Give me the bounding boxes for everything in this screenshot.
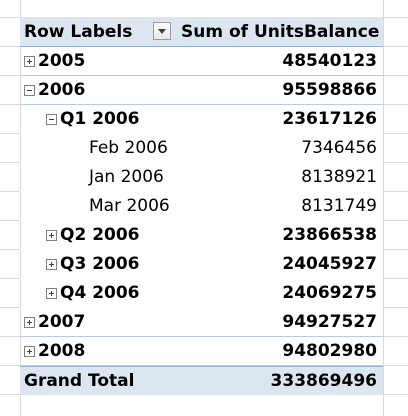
pivot-row[interactable]: 2007 94927527 [20, 308, 383, 337]
pivot-row-label: 2007 [24, 308, 85, 336]
collapse-icon[interactable] [24, 84, 35, 96]
collapse-icon[interactable] [46, 113, 57, 125]
pivot-row[interactable]: Jan 2006 8138921 [20, 163, 383, 192]
pivot-row-label: Q4 2006 [46, 279, 140, 307]
expand-icon[interactable] [24, 345, 35, 357]
pivot-row[interactable]: Mar 2006 8131749 [20, 192, 383, 221]
dropdown-arrow-icon [158, 28, 166, 34]
row-labels-filter-button[interactable] [153, 22, 171, 40]
pivot-row-text: 2005 [38, 51, 86, 71]
expand-icon[interactable] [46, 287, 57, 299]
pivot-row-value: 95598866 [282, 80, 377, 100]
column-gridline [383, 0, 384, 416]
pivot-row-label: Q2 2006 [46, 221, 140, 249]
pivot-row-label: 2005 [24, 47, 85, 75]
grand-total-label: Grand Total [24, 371, 135, 391]
pivot-row[interactable]: Q4 2006 24069275 [20, 279, 383, 308]
pivot-row-value: 23866538 [282, 225, 377, 245]
pivot-row-label: 2008 [24, 337, 85, 365]
pivot-row-value: 23617126 [282, 109, 377, 129]
expand-icon[interactable] [46, 258, 57, 270]
pivot-table: Row Labels Sum of UnitsBalance 2005 48540… [20, 17, 383, 396]
pivot-row-text: Mar 2006 [89, 196, 170, 216]
pivot-row-value: 7346456 [301, 138, 377, 158]
pivot-header-row: Row Labels Sum of UnitsBalance [20, 17, 383, 47]
pivot-row-text: 2006 [38, 80, 86, 100]
pivot-row-text: Q2 2006 [60, 225, 140, 245]
pivot-row-value: 94927527 [282, 312, 377, 332]
pivot-rows: 2005 48540123 2006 95598866 Q1 2006 23617126 F… [20, 47, 383, 366]
grand-total-row[interactable]: Grand Total 333869496 [20, 366, 383, 396]
expand-icon[interactable] [24, 316, 35, 328]
pivot-row-text: Jan 2006 [89, 167, 164, 187]
pivot-row-value: 94802980 [282, 341, 377, 361]
expand-icon[interactable] [46, 229, 57, 241]
pivot-row-label: 2006 [24, 76, 85, 104]
pivot-row-value: 48540123 [282, 51, 377, 71]
pivot-row-label: Q3 2006 [46, 250, 140, 278]
grand-total-value: 333869496 [270, 371, 377, 391]
pivot-row-text: Q3 2006 [60, 254, 140, 274]
pivot-row-value: 8138921 [301, 167, 377, 187]
sum-header[interactable]: Sum of UnitsBalance [181, 21, 380, 42]
pivot-row[interactable]: Q1 2006 23617126 [20, 105, 383, 134]
pivot-row-label: Q1 2006 [46, 105, 140, 133]
pivot-row-value: 24045927 [282, 254, 377, 274]
pivot-row[interactable]: Q2 2006 23866538 [20, 221, 383, 250]
pivot-row-label: Mar 2006 [89, 192, 170, 220]
pivot-row-text: 2007 [38, 312, 86, 332]
pivot-row[interactable]: 2006 95598866 [20, 76, 383, 105]
pivot-row-value: 8131749 [301, 196, 377, 216]
pivot-row-value: 24069275 [282, 283, 377, 303]
expand-icon[interactable] [24, 55, 35, 67]
pivot-row-text: Q4 2006 [60, 283, 140, 303]
pivot-row[interactable]: Feb 2006 7346456 [20, 134, 383, 163]
pivot-row-label: Feb 2006 [89, 134, 168, 162]
pivot-row-text: 2008 [38, 341, 86, 361]
pivot-row-text: Feb 2006 [89, 138, 168, 158]
pivot-row[interactable]: 2005 48540123 [20, 47, 383, 76]
row-labels-header[interactable]: Row Labels [24, 21, 133, 42]
pivot-row-text: Q1 2006 [60, 109, 140, 129]
column-gridline [20, 0, 21, 416]
pivot-row[interactable]: 2008 94802980 [20, 337, 383, 366]
pivot-row-label: Jan 2006 [89, 163, 164, 191]
pivot-row[interactable]: Q3 2006 24045927 [20, 250, 383, 279]
